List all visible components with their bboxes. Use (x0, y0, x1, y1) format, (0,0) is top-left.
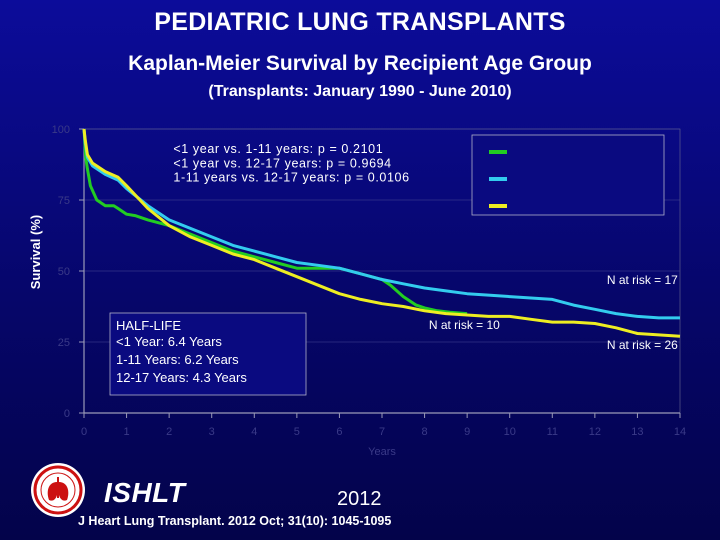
x-tick-label: 5 (294, 426, 300, 438)
chart-subtitle: Kaplan-Meier Survival by Recipient Age G… (128, 52, 592, 75)
x-tick-label: 13 (631, 426, 643, 438)
x-tick-label: 1 (124, 426, 130, 438)
y-tick-label: 50 (58, 266, 70, 278)
half-life-line-3: 12-17 Years: 4.3 Years (116, 370, 247, 385)
x-tick-label: 10 (504, 426, 516, 438)
series-line-0 (82, 128, 468, 316)
y-tick-label: 25 (58, 337, 70, 349)
ishlt-logo-icon (31, 463, 85, 517)
chart-title: PEDIATRIC LUNG TRANSPLANTS (154, 8, 566, 36)
series-group (82, 128, 681, 338)
half-life-line-1: <1 Year: 6.4 Years (116, 334, 222, 349)
x-tick-label: 8 (422, 426, 428, 438)
legend-box (471, 134, 665, 216)
half-life-line-2: 1-11 Years: 6.2 Years (116, 352, 239, 367)
x-tick-label: 7 (379, 426, 385, 438)
legend (489, 150, 507, 208)
x-tick-label: 11 (547, 426, 558, 438)
series-line-1 (82, 128, 680, 320)
annotation-p3: 1-11 years vs. 12-17 years: p = 0.0106 (173, 171, 409, 185)
series-line-2 (82, 128, 681, 338)
x-axis-label: Years (368, 446, 396, 458)
x-tick-label: 9 (464, 426, 470, 438)
x-tick-label: 12 (589, 426, 601, 438)
ishlt-wordmark: ISHLT (104, 477, 186, 508)
y-tick-label: 0 (64, 408, 70, 420)
x-tick-label: 0 (81, 426, 87, 438)
half-life-box (109, 312, 307, 396)
x-tick-label: 4 (251, 426, 257, 438)
annotation-risk2: N at risk = 10 (429, 318, 500, 332)
annotation-p1: <1 year vs. 1-11 years: p = 0.2101 (173, 142, 383, 156)
journal-citation: J Heart Lung Transplant. 2012 Oct; 31(10… (78, 514, 392, 528)
annotation-p2: <1 year vs. 12-17 years: p = 0.9694 (173, 156, 391, 170)
y-axis-label: Survival (%) (28, 215, 43, 289)
y-tick-label: 75 (58, 195, 70, 207)
x-tick-label: 3 (209, 426, 215, 438)
annotation-risk3: N at risk = 26 (607, 338, 678, 352)
annotations: <1 year vs. 1-11 years: p = 0.2101<1 yea… (173, 142, 678, 352)
x-tick-label: 14 (674, 426, 686, 438)
y-tick-label: 100 (52, 124, 70, 136)
annotation-risk1: N at risk = 17 (607, 273, 678, 287)
x-ticks: 0 1 2 3 4 5 6 7 8 9 10 11 12 13 14 (81, 413, 686, 438)
x-tick-label: 6 (336, 426, 342, 438)
x-tick-label: 2 (166, 426, 172, 438)
report-year: 2012 (337, 488, 382, 510)
y-ticks: 0 25 50 75 100 (52, 124, 84, 420)
half-life-title: HALF-LIFE (116, 318, 181, 333)
chart-date-range: (Transplants: January 1990 - June 2010) (208, 83, 512, 100)
